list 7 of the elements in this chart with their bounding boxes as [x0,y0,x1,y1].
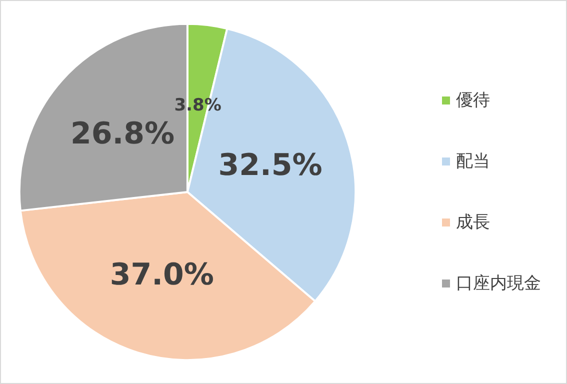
legend-label: 優待 [456,90,490,110]
data-label: 32.5% [218,148,322,183]
data-label: 26.8% [70,116,175,152]
legend-label: 口座内現金 [456,274,541,294]
legend-label: 成長 [456,212,490,232]
legend-label: 配当 [456,152,490,172]
data-label: 37.0% [110,258,214,293]
